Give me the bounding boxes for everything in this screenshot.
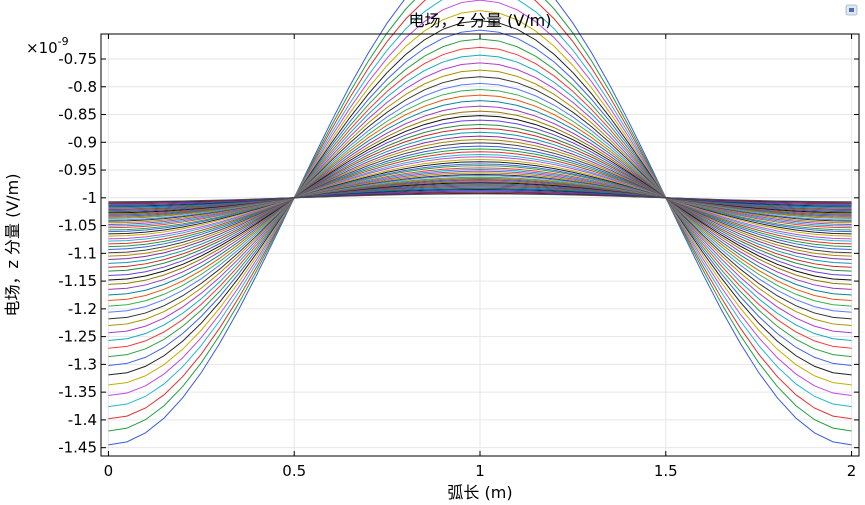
corner-app-icon (845, 4, 858, 16)
series-line (108, 54, 852, 342)
series-line (108, 184, 852, 212)
y-tick-label: -1.05 (58, 217, 97, 235)
series-line (108, 153, 852, 242)
y-exponent-base: ×10 (26, 39, 58, 57)
series-line (108, 124, 852, 272)
axis-ticks (101, 34, 859, 456)
series-line (108, 187, 852, 208)
series-line (108, 0, 852, 420)
x-tick-label: 2 (847, 462, 857, 480)
series-line (108, 148, 852, 248)
series-line (108, 110, 852, 285)
series-line (108, 29, 852, 366)
series-line (108, 0, 852, 408)
series-line (108, 180, 852, 216)
y-tick-label: -0.95 (58, 161, 97, 179)
series-line (108, 170, 852, 225)
x-axis-label: 弧长 (m) (447, 483, 512, 502)
series-line (108, 94, 852, 302)
series-line (108, 188, 852, 207)
y-tick-label: -1.3 (68, 355, 97, 373)
y-tick-label: -1.35 (58, 383, 97, 401)
y-tick-label: -1.25 (58, 328, 97, 346)
series-line (108, 156, 852, 240)
series-line (108, 135, 852, 260)
y-exponent-power: -9 (58, 35, 69, 48)
series-line (108, 190, 852, 206)
gridlines (101, 34, 859, 456)
y-exponent-label: ×10-9 (26, 35, 69, 57)
series-line (108, 183, 852, 213)
y-tick-label: -1 (82, 189, 97, 207)
series-group (108, 0, 852, 446)
series-line (108, 20, 852, 376)
series-line (108, 167, 852, 229)
series-line (108, 175, 852, 221)
y-tick-label: -1.4 (68, 411, 97, 429)
series-line (108, 182, 852, 214)
chart-title: 电场，z 分量 (V/m) (409, 11, 552, 30)
series-line (108, 181, 852, 215)
series-line (108, 0, 852, 446)
series-line (108, 193, 852, 203)
series-line (108, 186, 852, 209)
series-line (108, 105, 852, 290)
y-tick-labels: -0.75 -0.8 -0.85 -0.9 -0.95 -1 -1.05 -1.1 -1.15 -… (58, 50, 97, 457)
series-line (108, 177, 852, 218)
y-tick-label: -0.8 (68, 78, 97, 96)
x-tick-label: 1 (475, 462, 485, 480)
series-line (108, 191, 852, 204)
series-line (108, 119, 852, 277)
series-line (108, 158, 852, 237)
y-tick-label: -1.45 (58, 439, 97, 457)
series-line (108, 127, 852, 268)
y-tick-label: -0.85 (58, 106, 97, 124)
series-line (108, 115, 852, 281)
y-tick-label: -0.9 (68, 133, 97, 151)
series-line (108, 142, 852, 254)
y-axis-label: 电场，z 分量 (V/m) (3, 174, 22, 317)
series-line (108, 46, 852, 349)
series-line (108, 89, 852, 307)
series-line (108, 82, 852, 313)
series-line (108, 151, 852, 245)
series-line (108, 172, 852, 224)
series-line (108, 173, 852, 222)
series-line (108, 185, 852, 210)
x-tick-label: 0 (104, 462, 114, 480)
series-line (108, 138, 852, 257)
x-tick-labels: 0 0.5 1 1.5 2 (104, 462, 857, 480)
x-tick-label: 1.5 (654, 462, 678, 480)
series-line (108, 178, 852, 217)
series-line (108, 0, 852, 396)
series-line (108, 161, 852, 235)
series-line (108, 168, 852, 227)
series-line (108, 176, 852, 219)
y-tick-label: -1.1 (68, 244, 97, 262)
series-line (108, 165, 852, 231)
series-line (108, 62, 852, 334)
series-line (108, 0, 852, 432)
series-line (108, 100, 852, 296)
series-line (108, 131, 852, 264)
y-tick-label: -0.75 (58, 50, 97, 68)
series-line (108, 10, 852, 386)
series-line (108, 145, 852, 250)
series-line (108, 163, 852, 233)
y-tick-label: -1.15 (58, 272, 97, 290)
x-tick-label: 0.5 (282, 462, 306, 480)
y-tick-label: -1.2 (68, 300, 97, 318)
series-line (108, 69, 852, 327)
series-line (108, 76, 852, 320)
